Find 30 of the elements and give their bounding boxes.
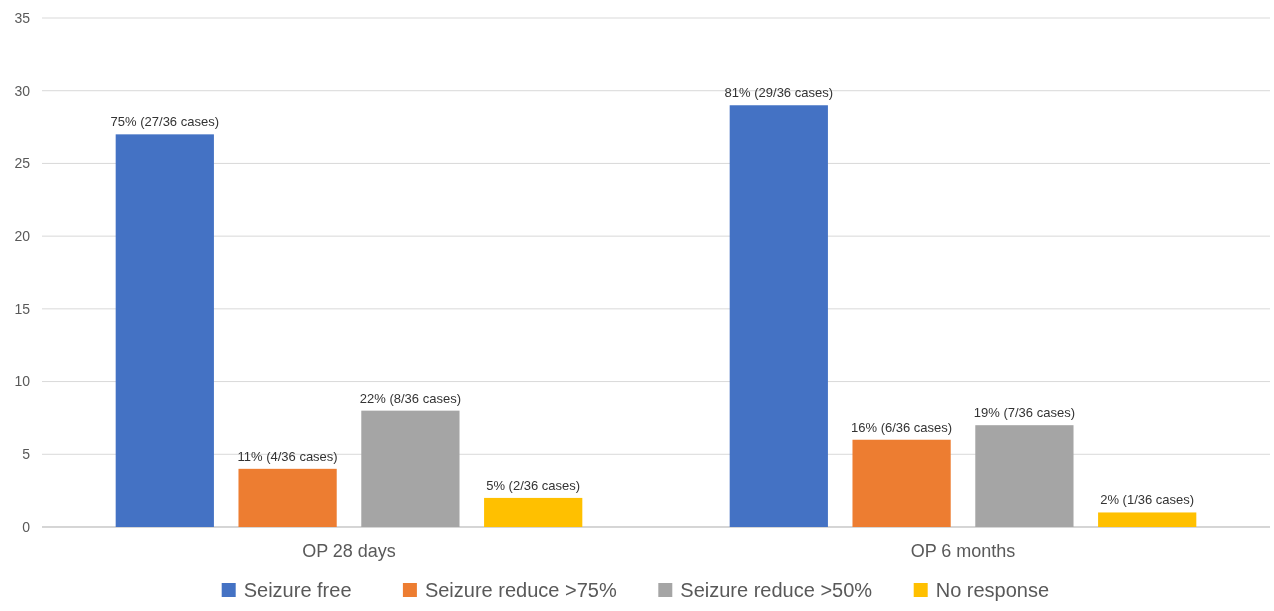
data-label: 16% (6/36 cases) — [851, 419, 953, 435]
y-tick-label: 30 — [14, 82, 31, 99]
data-label: 11% (4/36 cases) — [237, 448, 338, 464]
bar — [484, 497, 583, 527]
data-label: 81% (29/36 cases) — [724, 85, 833, 101]
data-label: 22% (8/36 cases) — [359, 390, 461, 406]
data-label: 5% (2/36 cases) — [486, 477, 581, 493]
y-tick-label: 0 — [22, 518, 31, 535]
bar — [1098, 512, 1197, 527]
data-label: 19% (7/36 cases) — [973, 405, 1075, 421]
x-tick-label: OP 6 months — [910, 541, 1016, 561]
x-tick-label: OP 28 days — [302, 541, 396, 561]
y-tick-label: 20 — [14, 228, 31, 245]
bar — [361, 410, 460, 527]
y-tick-label: 25 — [14, 155, 31, 172]
bar — [852, 439, 951, 527]
y-tick-label: 5 — [22, 446, 31, 463]
y-tick-label: 10 — [14, 373, 31, 390]
bar — [238, 468, 337, 527]
bar — [975, 425, 1074, 527]
legend-label: Seizure free — [243, 579, 352, 601]
bar — [729, 105, 828, 527]
legend-label: No response — [935, 579, 1050, 601]
data-label: 75% (27/36 cases) — [110, 114, 219, 130]
legend-label: Seizure reduce >50% — [680, 579, 873, 601]
bar — [115, 134, 214, 527]
y-tick-label: 15 — [14, 300, 31, 317]
data-label: 2% (1/36 cases) — [1100, 492, 1195, 508]
y-tick-label: 35 — [14, 9, 31, 26]
legend-label: Seizure reduce >75% — [424, 579, 617, 601]
